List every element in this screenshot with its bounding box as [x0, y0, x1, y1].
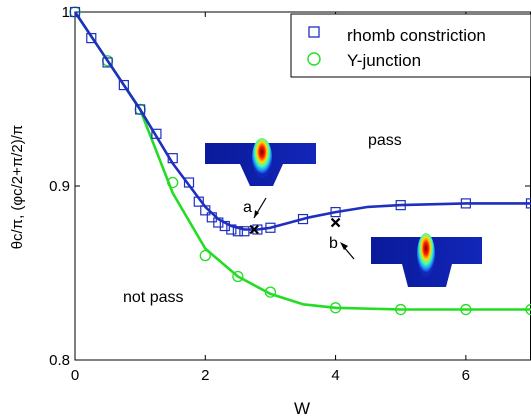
x-tick-label: 4 — [331, 367, 339, 384]
legend-label-y-junction: Y-junction — [347, 51, 421, 70]
rhomb-marker — [69, 6, 81, 18]
rhomb-marker — [206, 212, 217, 223]
rhomb-marker — [239, 226, 250, 237]
x-axis-label: W — [294, 399, 310, 418]
rhomb-marker — [213, 217, 224, 228]
y-junction-marker — [199, 249, 211, 262]
x-tick-label: 6 — [462, 367, 470, 384]
point-a-label: a — [243, 199, 252, 216]
rhomb-marker — [232, 226, 243, 237]
point-a-annotation: a — [243, 197, 267, 219]
legend-marker-rhomb — [308, 26, 320, 38]
x-tick-label: 0 — [71, 367, 79, 384]
not-pass-annotation: not pass — [123, 289, 183, 306]
inset-not-pass-image — [371, 233, 482, 287]
rhomb-marker — [226, 224, 237, 235]
rhomb-marker — [330, 207, 341, 218]
y-junction-marker — [264, 286, 277, 298]
rhomb-marker — [86, 32, 97, 44]
rhomb-marker — [118, 79, 129, 91]
rhomb-marker — [200, 205, 211, 216]
inset-pass-image — [205, 138, 316, 186]
series-layer — [69, 6, 531, 316]
y-tick-label: 0.8 — [49, 352, 70, 369]
rhomb-marker — [135, 104, 146, 115]
y-axis-label: θc/π, (φc/2+π/2)/π — [9, 125, 26, 250]
y-junction-marker — [525, 303, 531, 316]
rhomb-curve — [73, 11, 531, 231]
y-tick-label: 1 — [62, 4, 70, 21]
rhomb-marker — [167, 153, 178, 164]
legend: rhomb constriction Y-junction — [290, 13, 531, 78]
rhomb-marker — [460, 198, 471, 209]
point-a-mark — [249, 224, 259, 235]
point-b-label: b — [329, 235, 338, 252]
point-b-annotation: b — [329, 235, 355, 260]
rhomb-marker — [102, 57, 113, 68]
legend-label-rhomb: rhomb constriction — [347, 26, 486, 45]
rhomb-marker — [151, 128, 162, 139]
y-junction-marker — [329, 302, 342, 314]
point-b-mark — [330, 217, 341, 228]
rhomb-marker — [183, 177, 195, 188]
y-junction-marker — [460, 303, 472, 316]
pass-annotation: pass — [368, 132, 402, 149]
rhomb-marker — [525, 198, 531, 209]
tick-labels: 0 2 4 6 0.8 0.9 1 — [49, 4, 470, 384]
rhomb-marker — [193, 196, 204, 207]
x-tick-label: 2 — [201, 367, 209, 384]
rhomb-marker — [219, 220, 230, 232]
y-junction-marker — [232, 270, 244, 283]
y-junction-marker — [167, 176, 179, 189]
rhomb-marker — [265, 222, 276, 233]
y-tick-label: 0.9 — [49, 178, 70, 195]
rhomb-marker — [297, 213, 309, 225]
rhomb-marker — [395, 200, 406, 211]
legend-marker-y-junction — [307, 52, 321, 66]
y-junction-marker — [395, 303, 407, 316]
